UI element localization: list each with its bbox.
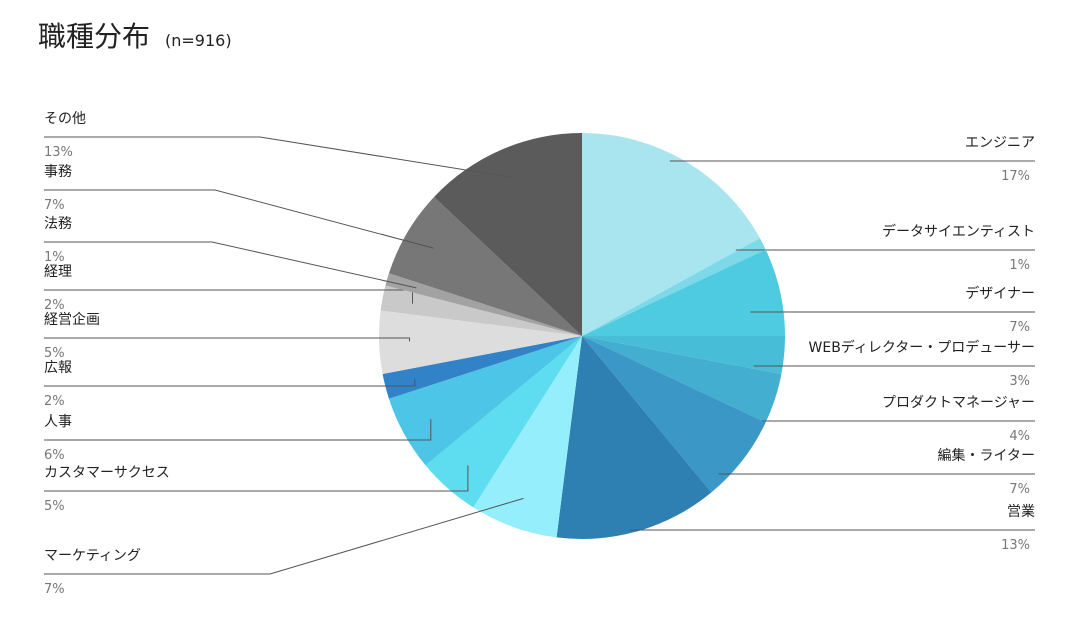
slice-label: 経営企画 [44,311,100,328]
slice-value-label: 4% [1009,429,1030,444]
slice-value-label: 13% [44,145,73,160]
slice-label: エンジニア [965,135,1035,151]
slice-value-label: 1% [44,250,65,265]
slice-label: カスタマーサクセス [44,465,170,481]
slice-label: その他 [44,111,86,127]
leader-line [44,419,432,441]
pie-slice [380,285,582,336]
leader-line [44,497,524,575]
chart-title: 職種分布 [38,20,150,53]
leader-line [44,378,416,387]
slice-label: デザイナー [965,285,1035,302]
slice-value-label: 1% [1009,258,1030,273]
slice-label: マーケティング [44,548,141,564]
pie-slice [379,310,582,375]
slice-value-label: 3% [1009,374,1030,389]
leader-line [44,189,434,249]
leader-line [44,136,514,179]
slice-value-label: 17% [1001,169,1030,184]
chart-subtitle: (n=916) [165,31,232,50]
pie-slice [385,273,582,336]
slice-value-label: 7% [44,582,65,597]
slice-value-label: 2% [44,298,65,313]
slice-value-label: 5% [44,499,65,514]
slice-label: 法務 [44,216,72,232]
slice-label: データサイエンティスト [882,223,1035,240]
leader-line [44,465,469,492]
pie-slice [582,238,766,336]
pie-slice [425,336,582,508]
slice-label: WEBディレクター・プロデューサー [809,339,1035,356]
slice-value-label: 7% [1009,320,1030,335]
pie-slice [473,336,582,538]
slice-value-label: 7% [44,198,65,213]
slice-label: 事務 [44,164,72,180]
slice-label: 広報 [44,360,72,376]
slice-label: 編集・ライター [938,447,1035,464]
pie-slice [382,336,582,399]
pie-slice [582,336,766,493]
pie-slice [434,133,582,336]
slice-value-label: 7% [1009,482,1030,497]
slice-value-label: 5% [44,346,65,361]
pie-slice [556,336,712,539]
pie-slice [582,336,782,423]
pie-slice [388,197,582,336]
pie-slice [582,249,785,336]
pie-slice [582,133,760,336]
slice-value-label: 6% [44,448,65,463]
leader-line [44,241,417,289]
pie-slice [388,336,582,466]
leader-line [44,337,411,342]
slice-value-label: 13% [1001,538,1030,553]
slice-value-label: 2% [44,394,65,409]
pie-slice [582,336,785,375]
slice-label: プロダクトマネージャー [882,395,1035,411]
slice-label: 経理 [44,264,72,280]
leader-line [44,289,414,304]
slice-label: 営業 [1007,504,1035,520]
slice-label: 人事 [44,414,72,430]
